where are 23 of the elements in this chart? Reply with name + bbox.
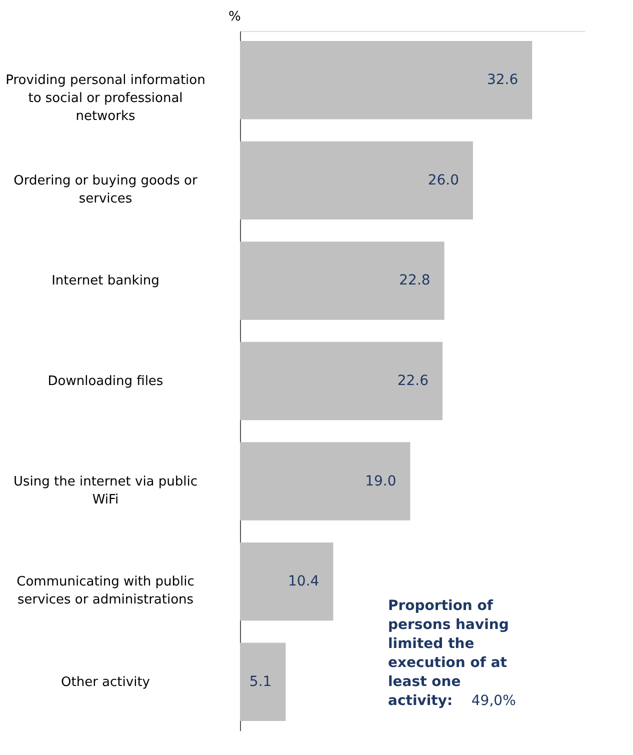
bar	[240, 642, 286, 721]
y-tick-label: Ordering or buying goods or services	[14, 173, 198, 206]
bar	[240, 41, 532, 120]
y-tick-label: Downloading files	[48, 374, 164, 389]
data-label: 19.0	[365, 473, 396, 490]
y-tick-label: Internet banking	[52, 274, 160, 289]
data-label: 10.4	[288, 574, 320, 590]
bar	[240, 542, 334, 621]
data-label: 32.6	[486, 72, 518, 88]
data-label: 22.8	[399, 272, 430, 289]
y-tick-label: Communicating with public services or administrations	[16, 574, 194, 608]
bar	[240, 342, 443, 420]
data-label: 22.6	[397, 373, 429, 389]
data-label: 5.1	[249, 674, 272, 690]
text: Proportion of persons having limited the execution of at least one activity: 49,0%	[388, 598, 516, 709]
y-tick-label: Other activity	[61, 674, 150, 690]
bar	[240, 242, 444, 320]
bar	[240, 141, 473, 220]
y-tick-label: Providing personal information to social or professional networks	[6, 73, 206, 124]
y-tick-label: Using the internet via public WiFi	[13, 474, 198, 508]
x-axis-title: %	[228, 10, 241, 24]
data-label: 26.0	[428, 172, 459, 188]
bar	[240, 442, 410, 520]
